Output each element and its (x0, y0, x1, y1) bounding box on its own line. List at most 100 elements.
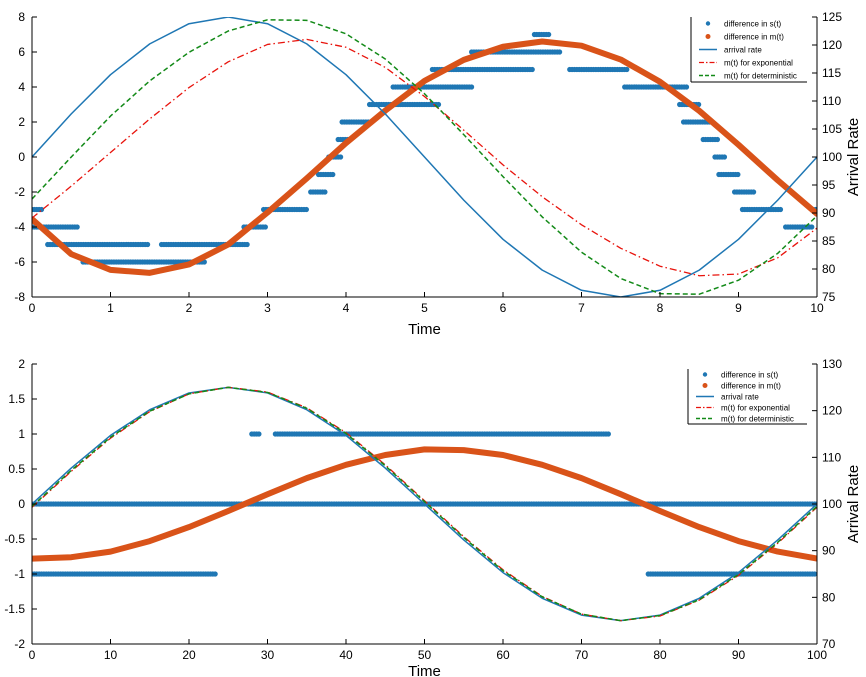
y-tick-label: 2 (18, 115, 25, 129)
y-tick-label: 0 (18, 497, 25, 511)
x-tick-label: 0 (29, 648, 36, 662)
data-point (74, 224, 80, 230)
data-point (212, 571, 218, 577)
legend-label: m(t) for deterministic (721, 415, 794, 424)
x-tick-label: 90 (732, 648, 746, 662)
y-tick-label: -6 (14, 255, 25, 269)
y2-tick-label: 70 (822, 637, 836, 651)
series-exponential-line (32, 38, 817, 277)
x-tick-label: 60 (496, 648, 510, 662)
legend-marker (702, 383, 708, 388)
data-point (303, 206, 309, 213)
data-point (256, 431, 262, 437)
legend-marker (705, 21, 711, 26)
x-tick-label: 7 (578, 301, 585, 315)
x-tick-label: 50 (418, 648, 432, 662)
x-tick-label: 70 (575, 648, 589, 662)
data-point (683, 84, 690, 90)
data-point (777, 206, 784, 213)
legend-label: difference in m(t) (724, 33, 784, 42)
x-tick-label: 20 (182, 648, 196, 662)
series-arrival-rate-line (32, 386, 817, 622)
y2-tick-label: 100 (822, 150, 842, 164)
y2-axis-label: Arrival Rate (845, 118, 862, 196)
y-tick-label: -4 (14, 220, 25, 234)
legend-marker (702, 372, 708, 377)
y2-tick-label: 80 (822, 262, 836, 276)
y2-tick-label: 105 (822, 122, 842, 136)
y-tick-label: 0 (18, 150, 25, 164)
legend-label: m(t) for exponential (724, 59, 793, 68)
y-tick-label: 6 (18, 45, 25, 59)
y-tick-label: -8 (14, 290, 25, 304)
series-deterministic-line (32, 386, 817, 622)
y-tick-label: 0.5 (8, 462, 25, 476)
y2-tick-label: 90 (822, 206, 836, 220)
x-tick-label: 100 (807, 648, 827, 662)
y-tick-label: 2 (18, 357, 25, 371)
y-tick-label: -2 (14, 185, 25, 199)
bottom-chart: 0 10 20 30 40 50 60 70 80 90 100-2-1.5-1-0.500.511… (4, 357, 862, 677)
series-m-diff-line (32, 38, 817, 276)
x-tick-label: 3 (264, 301, 271, 315)
y2-tick-label: 130 (822, 357, 842, 371)
data-point (529, 66, 535, 73)
legend: difference in s(t) difference in m(t) arri… (690, 17, 807, 83)
y2-tick-label: 80 (822, 590, 836, 604)
x-tick-label: 9 (735, 301, 742, 315)
data-point (624, 66, 630, 73)
data-point (605, 431, 611, 437)
y-tick-label: 4 (18, 80, 25, 94)
y2-tick-label: 110 (822, 450, 841, 464)
legend-marker (705, 34, 711, 39)
top-chart: 0 1 2 3 4 5 6 7 8 9 10 -8 -6 -4 -2 0 2 4 6 8 75 80 85 90 95 100 10… (14, 10, 862, 338)
legend-label: m(t) for exponential (721, 404, 790, 413)
y-tick-label: 1 (18, 427, 25, 441)
x-tick-label: 8 (657, 301, 664, 315)
x-tick-label: 10 (104, 648, 118, 662)
data-point (735, 171, 741, 178)
y2-axis-label: Arrival Rate (845, 465, 862, 543)
data-point (435, 101, 442, 108)
series-arrival-rate-line (32, 17, 817, 297)
x-axis-label: Time (408, 663, 441, 677)
y2-tick-label: 100 (822, 497, 842, 511)
data-point (469, 84, 475, 90)
x-tick-label: 1 (107, 301, 114, 315)
y-tick-label: -2 (14, 637, 25, 651)
legend-label: difference in s(t) (721, 371, 779, 380)
x-tick-label: 10 (810, 301, 824, 315)
x-tick-label: 40 (339, 648, 353, 662)
y2-tick-label: 90 (822, 544, 836, 558)
x-tick-label: 80 (653, 648, 667, 662)
series-deterministic-line (32, 19, 817, 295)
y2-tick-label: 120 (822, 404, 842, 418)
y-tick-label: 8 (18, 10, 25, 24)
data-point (546, 31, 552, 38)
data-point (338, 154, 344, 160)
legend-label: difference in s(t) (724, 20, 782, 29)
data-point (557, 49, 563, 55)
x-axis-label: Time (408, 321, 441, 338)
data-point (721, 154, 728, 160)
data-point (330, 171, 336, 178)
y-tick-label: 1.5 (8, 392, 25, 406)
x-tick-label: 4 (343, 301, 350, 315)
x-tick-label: 2 (186, 301, 193, 315)
series-m-diff-line (32, 446, 817, 562)
legend-label: arrival rate (724, 46, 762, 55)
y-tick-label: -1.5 (4, 602, 25, 616)
data-point (751, 189, 757, 195)
y2-tick-label: 115 (822, 66, 841, 80)
series-s-diff (32, 431, 817, 577)
y2-tick-label: 120 (822, 38, 842, 52)
legend-label: m(t) for deterministic (724, 72, 797, 81)
plot-area (32, 17, 817, 297)
data-point (809, 224, 815, 230)
data-point (244, 241, 250, 248)
y2-tick-label: 95 (822, 178, 836, 192)
y2-tick-label: 110 (822, 94, 841, 108)
data-point (145, 241, 151, 248)
x-tick-label: 6 (500, 301, 507, 315)
